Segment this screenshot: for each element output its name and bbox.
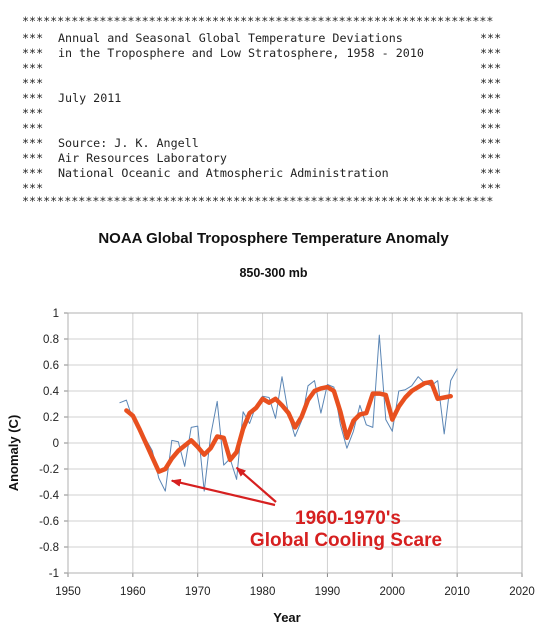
smoothed-series-line	[124, 379, 453, 474]
header-stars-right: ***	[480, 166, 502, 180]
x-axis-title: Year	[273, 610, 300, 625]
header-stars-right: ***	[480, 76, 502, 90]
series	[119, 334, 458, 492]
header-stars-left: ***	[22, 76, 44, 90]
chart-title: NOAA Global Troposphere Temperature Anom…	[98, 230, 449, 247]
header-border-top: ****************************************…	[22, 14, 494, 28]
header-text-line: Source: J. K. Angell	[58, 136, 199, 150]
y-tick-label: 0	[53, 438, 59, 450]
header-text-line: National Oceanic and Atmospheric Adminis…	[58, 166, 389, 180]
y-tick-label: 1	[53, 308, 59, 320]
header-stars-left: ***	[22, 166, 44, 180]
x-tick-label: 2000	[379, 586, 405, 598]
header-stars-left: ***	[22, 31, 44, 45]
header-stars-right: ***	[480, 121, 502, 135]
header-stars-left: ***	[22, 91, 44, 105]
header-text-line: in the Troposphere and Low Stratosphere,…	[58, 46, 424, 60]
header-stars-left: ***	[22, 181, 44, 195]
annotation-text-line: 1960-1970's	[295, 508, 401, 529]
header-stars-left: ***	[22, 136, 44, 150]
y-tick-label: 0.8	[43, 334, 59, 346]
y-tick-label: 0.2	[43, 412, 59, 424]
y-tick-label: -0.2	[39, 464, 59, 476]
y-tick-label: -1	[49, 568, 59, 580]
header-stars-right: ***	[480, 31, 502, 45]
y-tick-label: 0.4	[43, 386, 60, 398]
header-stars-right: ***	[480, 106, 502, 120]
x-tick-label: 1960	[120, 586, 146, 598]
header-text-line: Annual and Seasonal Global Temperature D…	[58, 31, 403, 45]
y-tick-label: -0.4	[39, 490, 59, 502]
annotation-text-line: Global Cooling Scare	[250, 530, 442, 551]
y-axis-title: Anomaly (C)	[6, 415, 21, 492]
header-stars-right: ***	[480, 91, 502, 105]
header-stars-right: ***	[480, 46, 502, 60]
header-stars-left: ***	[22, 46, 44, 60]
y-tick-label: -0.6	[39, 516, 59, 528]
y-tick-label: -0.8	[39, 542, 59, 554]
header-stars-left: ***	[22, 151, 44, 165]
x-tick-label: 1950	[55, 586, 81, 598]
header-text-line: July 2011	[58, 91, 122, 105]
header-stars-right: ***	[480, 181, 502, 195]
header-border-bottom: ****************************************…	[22, 194, 494, 208]
header-stars-left: ***	[22, 106, 44, 120]
header-stars-right: ***	[480, 61, 502, 75]
x-tick-label: 2020	[509, 586, 535, 598]
plot-frame	[67, 312, 523, 574]
dataset-header: ****************************************…	[22, 12, 522, 212]
y-tick-label: 0.6	[43, 360, 59, 372]
x-tick-label: 1970	[185, 586, 211, 598]
annotation-arrow	[235, 466, 277, 503]
header-stars-right: ***	[480, 136, 502, 150]
x-tick-label: 1980	[250, 586, 276, 598]
header-text-line: Air Resources Laboratory	[58, 151, 227, 165]
x-tick-label: 1990	[315, 586, 341, 598]
x-tick-label: 2010	[444, 586, 470, 598]
header-stars-right: ***	[480, 151, 502, 165]
header-stars-left: ***	[22, 121, 44, 135]
chart-subtitle: 850-300 mb	[239, 266, 308, 280]
header-stars-left: ***	[22, 61, 44, 75]
annotation-arrow	[170, 478, 276, 507]
tick-labels: 1 0.8 0.6 0.4 0.2 0 -0.2 -0.4 -0.6 -0.8 -1 1950 1960…	[39, 308, 535, 598]
